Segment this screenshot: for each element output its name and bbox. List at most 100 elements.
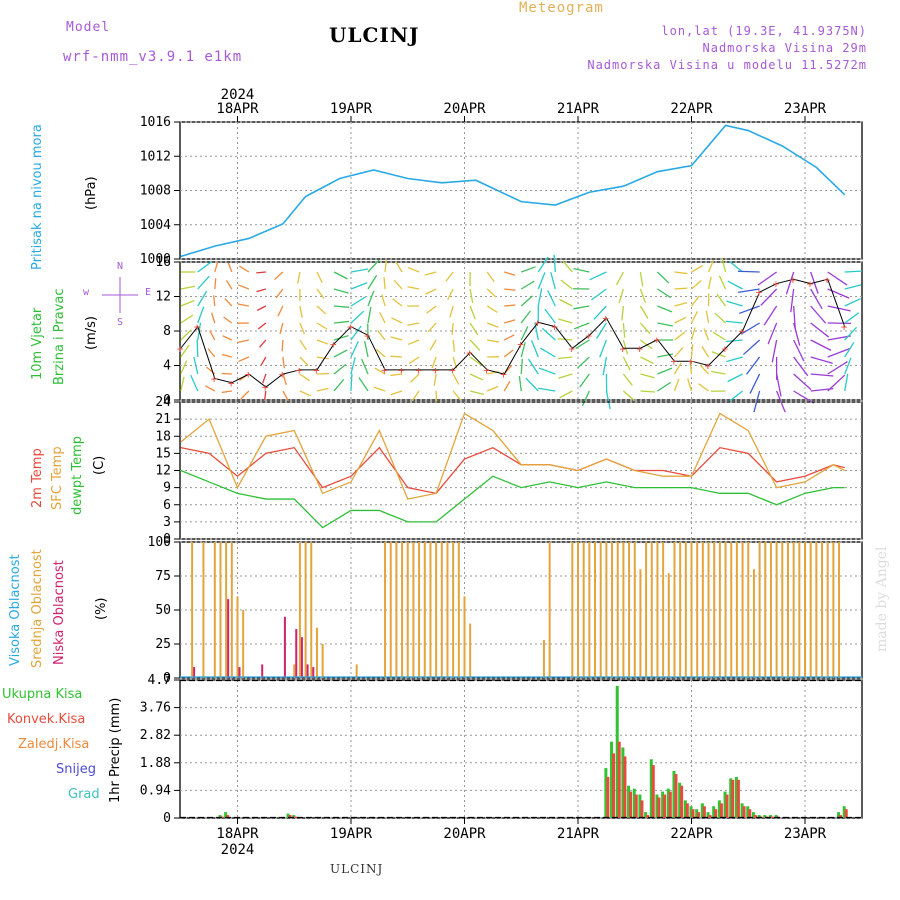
convective-precip-bar: [629, 791, 633, 818]
wind-gust-marker: +: [262, 381, 269, 394]
wind-gust-marker: +: [364, 329, 371, 342]
wind-arrow: [640, 390, 656, 393]
ytick-label: 15: [155, 446, 171, 461]
total-precip-bar: [751, 812, 755, 818]
wind-arrow: [207, 348, 216, 358]
legend-snow: Snijeg: [56, 762, 96, 777]
wind-gust-marker: +: [381, 364, 388, 377]
wind-arrow: [560, 279, 573, 290]
wind-arrow: [486, 271, 495, 282]
wind-arrow: [469, 322, 479, 336]
ytick-label: 1008: [140, 184, 171, 199]
wind-arrow: [844, 326, 858, 341]
xtick-label-bottom: 20APR: [443, 826, 486, 842]
wind-arrow: [547, 290, 556, 307]
wind-arrow: [728, 390, 743, 402]
wind-arrow: [299, 322, 305, 335]
wind-arrow: [383, 277, 386, 290]
station-title: ULCINJ: [329, 23, 420, 47]
wind-arrow: [333, 288, 349, 294]
xtick-label-bottom: 23APR: [784, 826, 827, 842]
total-precip-bar: [740, 803, 744, 818]
wind-gust-marker: +: [483, 364, 490, 377]
wind-arrow: [350, 325, 362, 341]
wind-arrow: [738, 288, 760, 294]
convective-precip-bar: [294, 816, 298, 818]
wind-arrow: [180, 344, 190, 358]
xtick-label-top: 20APR: [443, 101, 486, 117]
wind-arrow: [451, 322, 454, 335]
convective-precip-bar: [748, 809, 752, 818]
ytick-label: 12: [155, 464, 171, 479]
wind-arrow: [504, 288, 516, 291]
wind-arrow: [707, 260, 714, 273]
ytick-label: 25: [155, 637, 171, 652]
wind-arrow: [180, 329, 192, 341]
total-precip-bar: [683, 800, 687, 818]
wind-arrow: [622, 356, 631, 371]
wind-gust-marker: +: [824, 273, 831, 286]
total-precip-bar: [678, 782, 682, 818]
convective-precip-bar: [612, 753, 616, 818]
wind-arrow: [729, 260, 743, 273]
wind-arrow: [698, 383, 709, 392]
convective-precip-bar: [226, 815, 230, 818]
wind-arrow: [714, 312, 726, 324]
wind-arrow: [674, 287, 688, 290]
wind-arrow: [260, 356, 267, 366]
wind-arrow: [550, 272, 556, 290]
ytick-label: 0: [163, 532, 171, 547]
wind-arrow: [487, 339, 499, 343]
total-precip-bar: [218, 815, 222, 818]
wind-arrow: [639, 322, 651, 335]
wind-arrow: [350, 282, 368, 290]
elevation-text: Nadmorska Visina 29m: [702, 41, 867, 55]
wind-arrow: [384, 260, 387, 273]
wind-gust-marker: +: [432, 364, 439, 377]
wind-arrow: [350, 296, 367, 307]
wind-arrow: [718, 275, 727, 290]
wind-arrow: [553, 254, 556, 273]
wind-arrow: [299, 373, 311, 382]
wind-arrow: [674, 331, 686, 341]
wind-arrow: [205, 385, 216, 392]
ytick-label: 1000: [140, 252, 171, 267]
panel-frame-4: [179, 679, 863, 819]
wind-arrow: [726, 356, 743, 363]
wind-arrow: [525, 377, 539, 392]
total-precip-bar: [292, 815, 296, 818]
wind-arrow: [639, 288, 647, 303]
wind-gust-marker: +: [773, 278, 780, 291]
total-precip-bar: [632, 788, 636, 818]
wind-arrow: [810, 339, 832, 351]
wind-arrow: [757, 271, 777, 286]
total-precip-bar: [695, 809, 699, 818]
wind-arrow: [844, 341, 855, 358]
wind-arrow: [197, 290, 208, 307]
wind-arrow: [390, 336, 403, 341]
wind-arrow: [575, 339, 590, 350]
wind-arrow: [410, 373, 420, 383]
wind-arrow: [449, 305, 454, 318]
wind-arrow: [674, 316, 687, 324]
wind-arrow: [333, 334, 349, 341]
wind-arrow: [538, 367, 556, 375]
ytick-label: 3.76: [140, 701, 171, 716]
pressure-line: [180, 124, 846, 258]
wind-arrow: [350, 357, 356, 375]
total-precip-bar: [729, 778, 733, 818]
wind-arrow: [469, 356, 482, 366]
wind-arrow: [537, 288, 543, 307]
total-precip-bar: [638, 794, 642, 818]
total-precip-bar: [768, 815, 772, 818]
wind-arrow: [520, 326, 529, 341]
legend-convective-rain: Konvek.Kisa: [7, 712, 86, 727]
wind-arrow: [687, 378, 693, 392]
wind-arrow: [316, 356, 329, 360]
wind-arrow: [691, 264, 704, 273]
convective-precip-bar: [288, 815, 292, 818]
wind-arrow: [640, 373, 655, 379]
wind-gust-marker: +: [790, 273, 797, 286]
convective-precip-bar: [770, 816, 774, 818]
total-precip-bar: [649, 759, 653, 818]
